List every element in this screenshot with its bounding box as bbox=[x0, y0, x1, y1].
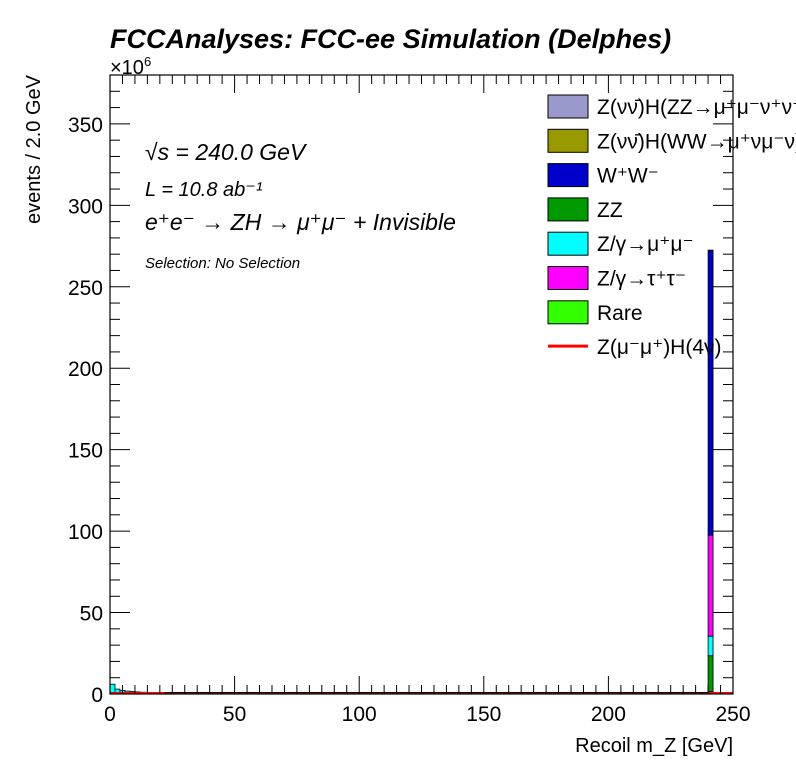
x-axis-label: Recoil m_Z [GeV] bbox=[575, 735, 733, 757]
legend-swatch-5 bbox=[547, 266, 589, 290]
bar-3-0 bbox=[707, 534, 714, 637]
x-tick-label-5: 250 bbox=[715, 703, 750, 726]
legend: Z(νν̄)H(ZZ→μ⁺μ⁻ν⁺ν⁻) Z(νν̄)H(WW→μ⁺νμ⁻ν) W⁺… bbox=[547, 94, 796, 359]
x-axis: 0 50 100 150 200 250 bbox=[104, 75, 751, 726]
x-tick-label-3: 150 bbox=[466, 703, 501, 726]
y-tick-label-1: 50 bbox=[80, 603, 103, 626]
legend-label-1: Z(νν̄)H(WW→μ⁺νμ⁻ν) bbox=[597, 130, 796, 153]
y-tick-label-6: 300 bbox=[68, 195, 103, 218]
legend-swatch-3 bbox=[547, 197, 589, 222]
annotation-process: e⁺e⁻ → ZH → μ⁺μ⁻ + Invisible bbox=[145, 209, 456, 235]
annotation-sqrt-s: √s = 240.0 GeV bbox=[145, 139, 308, 165]
x-tick-label-0: 0 bbox=[104, 703, 116, 726]
y-tick-label-3: 150 bbox=[68, 440, 103, 463]
bar-2-11 bbox=[707, 635, 714, 657]
y-tick-label-0: 0 bbox=[91, 684, 103, 707]
legend-label-4: Z/γ→μ⁺μ⁻ bbox=[597, 233, 694, 256]
x-tick-label-4: 200 bbox=[591, 703, 626, 726]
legend-swatch-4 bbox=[547, 231, 589, 256]
plot-area: 0 50 100 150 200 250 0 50 100 150 200 250 300 350 bbox=[68, 74, 751, 726]
chart-title: FCCAnalyses: FCC-ee Simulation (Delphes) bbox=[110, 24, 671, 54]
legend-swatch-6 bbox=[547, 300, 589, 325]
legend-entries: Z(νν̄)H(ZZ→μ⁺μ⁻ν⁺ν⁻) Z(νν̄)H(WW→μ⁺νμ⁻ν) W⁺… bbox=[547, 94, 796, 359]
y-axis: 0 50 100 150 200 250 300 350 bbox=[68, 74, 733, 707]
bar-4-0 bbox=[707, 249, 714, 536]
x-tick-label-1: 50 bbox=[223, 703, 246, 726]
x-tick-label-2: 100 bbox=[342, 703, 377, 726]
legend-label-3: ZZ bbox=[597, 199, 623, 222]
legend-swatch-2 bbox=[547, 163, 589, 188]
legend-label-7: Z(μ⁻μ⁺)H(4ν) bbox=[597, 336, 722, 359]
annotation-lumi: L = 10.8 ab⁻¹ bbox=[145, 179, 263, 201]
annotation-selection: Selection: No Selection bbox=[145, 255, 300, 272]
legend-label-6: Rare bbox=[597, 302, 643, 325]
bar-1-0 bbox=[707, 655, 714, 692]
annotations: √s = 240.0 GeV L = 10.8 ab⁻¹ e⁺e⁻ → ZH →… bbox=[145, 139, 456, 272]
y-tick-label-7: 350 bbox=[68, 114, 103, 137]
y-tick-label-5: 250 bbox=[68, 277, 103, 300]
legend-label-2: W⁺W⁻ bbox=[597, 165, 659, 188]
legend-swatch-0 bbox=[547, 94, 589, 119]
legend-label-5: Z/γ→τ⁺τ⁻ bbox=[597, 268, 686, 291]
y-tick-label-4: 200 bbox=[68, 358, 103, 381]
legend-swatch-1 bbox=[547, 128, 589, 153]
y-axis-label: events / 2.0 GeV bbox=[23, 74, 45, 224]
y-tick-label-2: 100 bbox=[68, 521, 103, 544]
legend-label-0: Z(νν̄)H(ZZ→μ⁺μ⁻ν⁺ν⁻) bbox=[597, 96, 796, 119]
